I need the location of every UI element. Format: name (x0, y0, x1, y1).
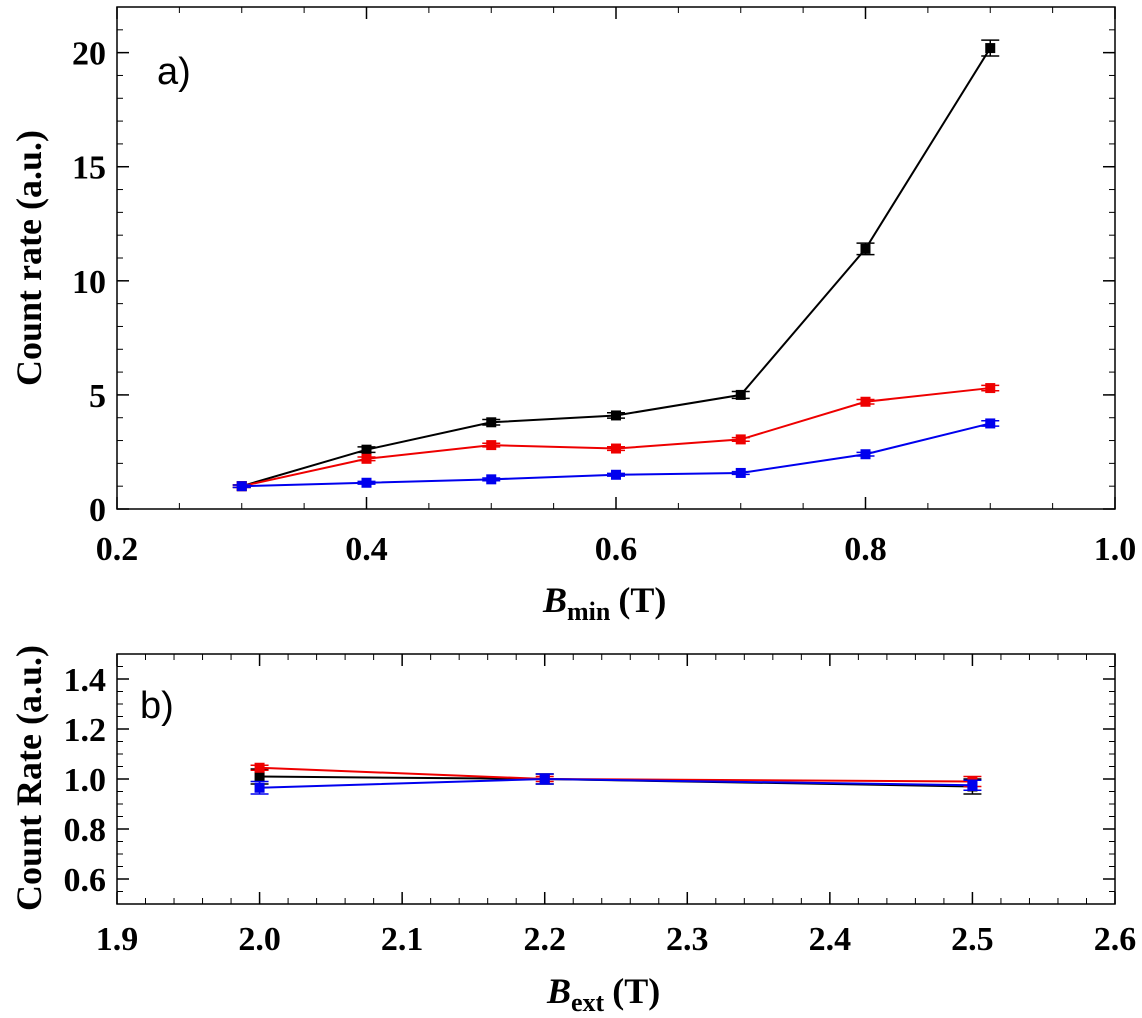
series-blue (250, 773, 982, 795)
data-point-black (361, 444, 372, 455)
x-tick-label: 0.6 (595, 531, 638, 568)
x-tick-label: 2.5 (951, 921, 994, 958)
data-point-blue (967, 780, 978, 791)
y-tick-label: 15 (72, 150, 106, 187)
panel-label-a: a) (157, 51, 191, 93)
x-tick-label: 2.3 (666, 921, 709, 958)
y-axis-label-b: Count Rate (a.u.) (9, 645, 49, 911)
x-axis-label-b: Bext (T) (546, 971, 660, 1017)
x-axis-sub-a: min (567, 597, 611, 626)
tick-labels-a: 0.2 0.4 0.6 0.8 1.0 0 5 10 15 20 (72, 36, 1136, 568)
panel-a: 0.2 0.4 0.6 0.8 1.0 0 5 10 15 20 a) Bmin (T) Count… (9, 6, 1136, 626)
x-tick-label: 1.9 (96, 921, 139, 958)
series-black (232, 39, 1000, 492)
data-point-red (735, 434, 746, 445)
x-axis-unit-b: (T) (612, 971, 660, 1011)
panel-b: 1.9 2.0 2.1 2.2 2.3 2.4 2.5 2.60.60.81.01.21.4 … (9, 645, 1136, 1017)
data-point-blue (539, 774, 550, 784)
data-point-blue (735, 467, 746, 478)
data-point-red (361, 453, 372, 464)
x-axis-var-a: B (542, 580, 567, 620)
data-point-blue (361, 477, 372, 488)
x-axis-var-b: B (546, 971, 571, 1011)
y-tick-label: 1.2 (64, 712, 107, 749)
y-axis-label-a: Count rate (a.u.) (9, 130, 49, 386)
ticks-b (116, 653, 1116, 905)
plot-frame-a (116, 6, 1116, 510)
tick-labels-b: 1.9 2.0 2.1 2.2 2.3 2.4 2.5 2.6 0.6 0.8 1.0 1.2 1.4 (64, 662, 1137, 958)
data-point-red (985, 383, 996, 394)
ticks-a (116, 6, 1116, 510)
data-point-red (486, 440, 497, 451)
series-line-black (241, 47, 992, 488)
x-tick-label: 0.8 (844, 531, 887, 568)
data-point-black (860, 243, 871, 254)
series-blue (232, 418, 1000, 492)
data-point-black (611, 410, 621, 421)
y-tick-label: 1.4 (64, 662, 107, 699)
y-tick-label: 20 (72, 36, 106, 73)
series-b (250, 762, 982, 795)
x-tick-label: 2.4 (809, 921, 852, 958)
data-point-black (486, 417, 497, 428)
x-tick-label: 2.1 (381, 921, 424, 958)
x-tick-label: 1.0 (1094, 531, 1137, 568)
y-tick-label: 10 (72, 264, 106, 301)
data-point-blue (254, 782, 265, 793)
data-point-black (735, 389, 746, 400)
data-point-black (254, 771, 265, 782)
data-point-blue (236, 481, 247, 492)
data-point-black (985, 43, 996, 54)
data-point-red (254, 762, 265, 773)
y-tick-label: 0 (89, 492, 106, 529)
x-tick-label: 2.6 (1094, 921, 1137, 958)
y-tick-label: 0.8 (64, 812, 107, 849)
data-point-blue (611, 469, 621, 480)
series-a (232, 39, 1000, 492)
data-point-blue (486, 474, 497, 485)
x-tick-label: 2.2 (523, 921, 566, 958)
x-tick-label: 2.0 (238, 921, 281, 958)
y-tick-label: 5 (89, 378, 106, 415)
data-point-blue (860, 449, 871, 460)
x-tick-label: 0.2 (96, 531, 139, 568)
data-point-red (860, 396, 871, 407)
y-tick-label: 0.6 (64, 862, 107, 899)
panel-label-b: b) (140, 685, 174, 727)
data-point-red (611, 443, 621, 454)
x-tick-label: 0.4 (345, 531, 388, 568)
y-tick-label: 1.0 (64, 762, 107, 799)
x-axis-sub-b: ext (571, 988, 605, 1017)
x-axis-label-a: Bmin (T) (542, 580, 666, 626)
x-axis-unit-a: (T) (618, 580, 666, 620)
data-point-blue (985, 418, 996, 429)
